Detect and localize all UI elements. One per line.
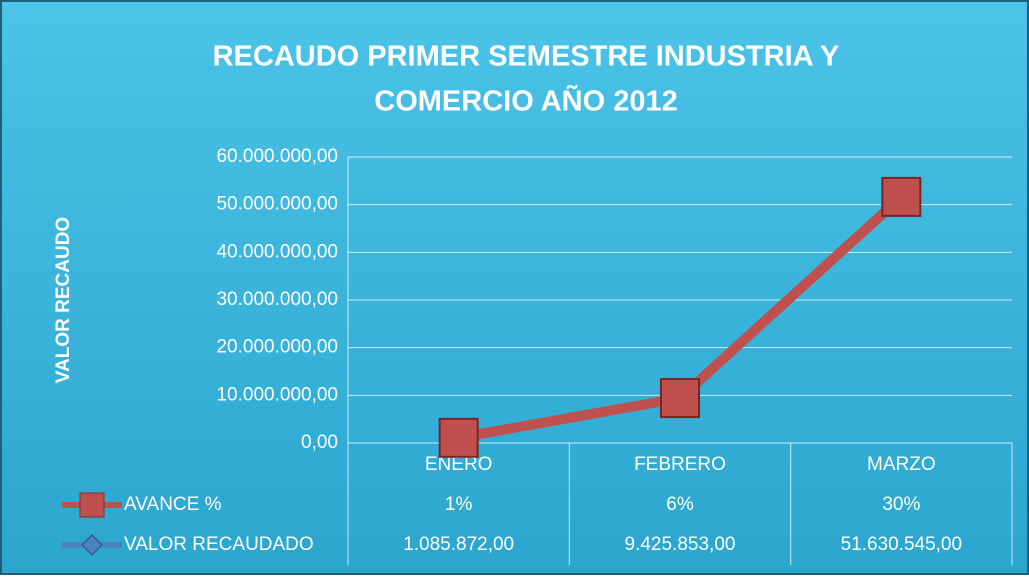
data-point <box>660 378 700 419</box>
table-value: 6% <box>666 494 694 515</box>
y-tick-label: 50.000.000,00 <box>216 194 338 215</box>
y-tick-label: 20.000.000,00 <box>216 337 338 358</box>
x-tick-label: ENERO <box>425 454 493 475</box>
table-value: 51.630.545,00 <box>841 534 963 555</box>
legend-key-marker <box>79 492 105 518</box>
y-tick-label: 60.000.000,00 <box>216 146 338 167</box>
data-point <box>881 176 922 217</box>
y-tick-label: 40.000.000,00 <box>216 241 338 262</box>
chart-title: COMERCIO AÑO 2012 <box>374 84 678 118</box>
legend-label: VALOR RECAUDADO <box>124 534 314 555</box>
chart-title: RECAUDO PRIMER SEMESTRE INDUSTRIA Y <box>213 41 840 73</box>
table-value: 9.425.853,00 <box>625 534 736 555</box>
legend-key-marker <box>81 534 103 556</box>
y-tick-label: 10.000.000,00 <box>216 384 338 405</box>
table-value: 1.085.872,00 <box>403 534 514 555</box>
legend-label: AVANCE % <box>124 494 222 515</box>
x-tick-label: MARZO <box>867 454 936 475</box>
data-point <box>438 417 479 458</box>
y-tick-label: 30.000.000,00 <box>216 289 338 310</box>
table-value: 30% <box>882 494 920 515</box>
y-tick-label: 0,00 <box>301 432 338 453</box>
x-tick-label: FEBRERO <box>634 454 726 475</box>
y-axis-title: VALOR RECAUDO <box>53 217 74 383</box>
table-value: 1% <box>445 494 473 515</box>
